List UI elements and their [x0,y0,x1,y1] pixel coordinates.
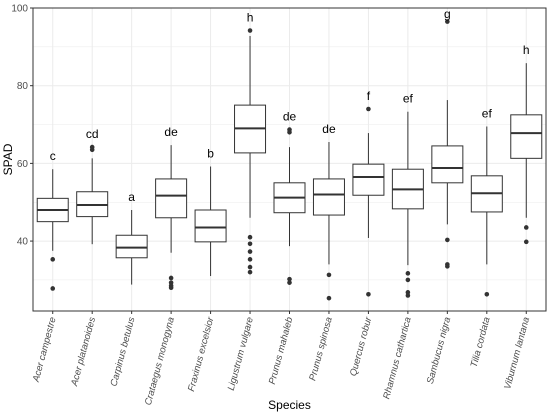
significance-letter: f [367,89,371,103]
outlier-point [247,241,253,247]
box-iqr [510,114,543,159]
outlier-point [287,130,292,135]
outlier-point [247,249,253,254]
box-quercus-robur [352,106,385,297]
outlier-point [287,276,292,282]
box-iqr [312,178,345,216]
significance-letter: g [444,7,451,21]
outlier-point [247,28,253,33]
box-prunus-spinosa [312,142,345,301]
outlier-point [484,291,490,297]
outlier-point [168,275,174,281]
box-prunus-mahaleb [273,127,306,285]
y-tick-label: 100 [11,4,28,15]
box-iqr [352,163,385,196]
significance-letter: de [164,125,178,139]
outlier-point [247,264,253,270]
box-iqr [431,145,464,184]
significance-letter: cd [86,127,99,141]
significance-letter: de [322,122,336,136]
outlier-point [405,271,411,276]
box-rhamnus-cathartica [391,111,424,298]
y-axis: 40 60 80 100 [11,4,33,248]
outlier-point [366,291,371,297]
outlier-point [50,257,56,262]
outlier-point [523,239,529,245]
y-tick-label: 40 [17,237,29,248]
outlier-point [405,293,411,298]
outlier-point [326,272,332,278]
significance-letter: c [50,149,56,163]
significance-letter: ef [482,106,493,120]
box-viburnum-lantana [510,63,543,245]
significance-letter: a [128,190,135,204]
box-acer-campestre [36,169,69,291]
box-fraxinus-excelsior [194,166,227,277]
significance-letter: h [247,11,254,25]
y-axis-title: SPAD [1,143,15,175]
outlier-point [50,286,56,291]
box-crataegus-monogyna [155,145,188,290]
outlier-point [326,295,332,301]
box-acer-platanoides [76,144,109,245]
significance-letters: c cd a de b h de de f ef g ef h [50,7,530,204]
box-carpinus-betulus [115,210,148,285]
significance-letter: b [207,146,214,160]
x-axis-title: Species [268,398,311,412]
outlier-point [247,269,253,275]
outlier-point [445,264,450,269]
box-iqr [155,178,188,219]
outlier-point [366,106,371,112]
outlier-point [247,257,253,262]
outlier-point [168,285,174,290]
outlier-point [287,280,292,285]
y-tick-label: 80 [17,81,29,92]
box-iqr [115,234,148,259]
significance-letter: de [283,110,297,124]
outlier-point [445,19,450,24]
significance-letter: ef [403,92,414,106]
significance-letter: h [523,43,530,57]
outlier-point [247,234,253,240]
box-sambucus-nigra [431,19,464,269]
box-series [36,19,543,301]
box-iqr [194,209,227,243]
outlier-point [405,277,411,283]
box-ligustrum-vulgare [234,28,267,275]
box-tilia-cordata [470,126,503,297]
outlier-point [89,144,95,150]
y-tick-label: 60 [17,159,29,170]
outlier-point [523,225,529,230]
outlier-point [445,237,450,243]
